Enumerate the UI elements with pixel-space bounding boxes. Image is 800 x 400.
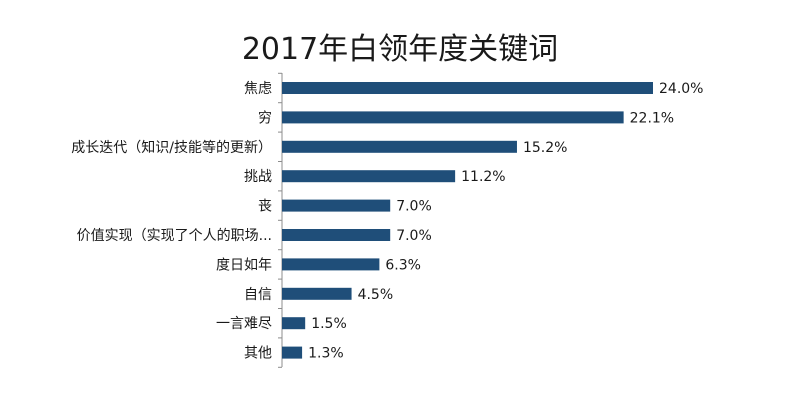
value-label: 6.3% — [385, 257, 421, 273]
bar — [282, 346, 303, 359]
bar — [282, 258, 380, 271]
bar — [282, 111, 624, 124]
bar — [282, 82, 653, 94]
value-label: 24.0% — [659, 81, 703, 97]
category-label: 其他 — [244, 346, 272, 362]
bar — [282, 229, 391, 241]
value-label: 7.0% — [396, 199, 432, 215]
chart-title: 2017年白领年度关键词 — [241, 32, 559, 67]
value-label: 1.5% — [311, 316, 347, 332]
category-label: 焦虑 — [244, 81, 272, 97]
bar — [282, 140, 517, 153]
category-label: 价值实现（实现了个人的职场... — [77, 228, 272, 244]
bar — [282, 287, 352, 300]
category-label: 穷 — [258, 110, 272, 126]
value-label: 4.5% — [358, 287, 394, 303]
value-label: 22.1% — [630, 110, 674, 126]
value-label: 15.2% — [523, 140, 567, 156]
category-label: 成长迭代（知识/技能等的更新） — [71, 139, 272, 156]
category-label: 挑战 — [244, 169, 272, 185]
bar — [282, 199, 391, 212]
category-label: 度日如年 — [216, 257, 272, 273]
value-label: 11.2% — [461, 169, 505, 185]
category-label: 丧 — [258, 199, 272, 215]
category-label: 自信 — [244, 287, 272, 303]
category-label: 一言难尽 — [216, 316, 272, 332]
bar — [282, 170, 456, 183]
bar — [282, 317, 306, 330]
value-label: 7.0% — [396, 228, 432, 244]
value-label: 1.3% — [308, 346, 344, 362]
